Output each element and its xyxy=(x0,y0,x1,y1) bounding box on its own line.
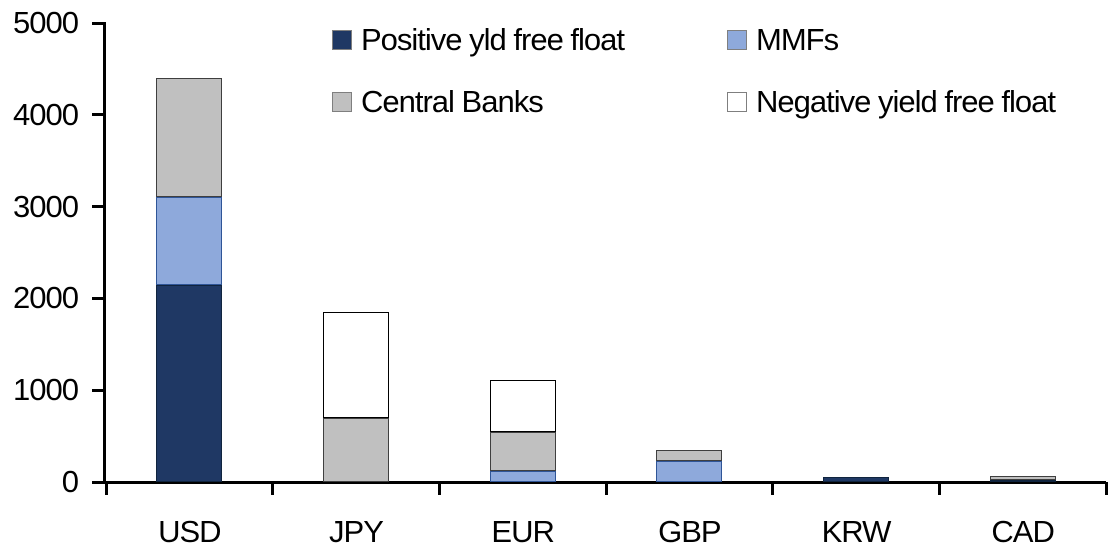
legend-label-mmfs: MMFs xyxy=(756,22,839,57)
y-tick xyxy=(92,388,106,392)
y-axis-line xyxy=(103,23,106,484)
x-tick xyxy=(437,482,441,495)
x-tick xyxy=(104,482,108,495)
bar-segment-central-banks-cad xyxy=(989,476,1056,480)
y-tick xyxy=(92,21,106,25)
y-tick-label: 5000 xyxy=(13,5,79,40)
legend-swatch-central-banks-icon xyxy=(332,92,352,112)
x-category-label-cad: CAD xyxy=(991,514,1054,549)
legend-label-positive-yld-free-float: Positive yld free float xyxy=(361,22,625,57)
x-category-label-krw: KRW xyxy=(821,514,892,549)
y-tick-label: 4000 xyxy=(13,96,79,132)
bar-segment-positive-yld-free-float-usd xyxy=(156,284,223,482)
x-category-label-usd: USD xyxy=(158,514,221,549)
bar-segment-central-banks-jpy xyxy=(323,417,389,482)
y-tick-label: 3000 xyxy=(13,188,79,224)
legend-item-negative-yield-free-float: Negative yield free float xyxy=(727,84,1056,119)
x-tick xyxy=(771,482,775,495)
legend-swatch-negative-yield-free-float-icon xyxy=(727,92,747,112)
bar-segment-mmfs-gbp xyxy=(656,460,723,482)
bar-segment-negative-yield-free-float-eur xyxy=(489,380,556,432)
legend-item-positive-yld-free-float: Positive yld free float xyxy=(332,22,625,57)
bar-segment-central-banks-eur xyxy=(489,431,556,471)
bar-segment-negative-yield-free-float-jpy xyxy=(323,312,389,418)
bar-segment-mmfs-usd xyxy=(156,197,223,285)
bar-segment-positive-yld-free-float-krw xyxy=(823,477,889,482)
legend-swatch-positive-yld-free-float-icon xyxy=(332,30,352,50)
x-category-label-jpy: JPY xyxy=(329,514,384,549)
y-tick-label: 0 xyxy=(61,464,79,499)
bar-segment-central-banks-gbp xyxy=(656,449,723,461)
y-tick-label: 1000 xyxy=(13,372,79,408)
legend-swatch-mmfs-icon xyxy=(727,30,747,50)
bar-segment-mmfs-eur xyxy=(489,470,556,482)
legend-label-central-banks: Central Banks xyxy=(361,84,544,119)
y-tick xyxy=(92,113,106,117)
x-category-label-eur: EUR xyxy=(491,514,554,549)
y-tick-label: 2000 xyxy=(13,280,79,316)
bar-segment-central-banks-usd xyxy=(156,78,223,198)
y-tick xyxy=(92,205,106,209)
legend-item-mmfs: MMFs xyxy=(727,22,839,57)
bar-segment-positive-yld-free-float-cad xyxy=(989,479,1056,482)
x-tick xyxy=(937,482,941,495)
y-tick xyxy=(92,296,106,300)
y-tick xyxy=(92,480,106,484)
legend-item-central-banks: Central Banks xyxy=(332,84,544,119)
x-tick xyxy=(271,482,275,495)
x-tick xyxy=(1104,482,1108,495)
x-tick xyxy=(604,482,608,495)
legend-label-negative-yield-free-float: Negative yield free float xyxy=(756,84,1056,119)
x-category-label-gbp: GBP xyxy=(658,514,721,549)
